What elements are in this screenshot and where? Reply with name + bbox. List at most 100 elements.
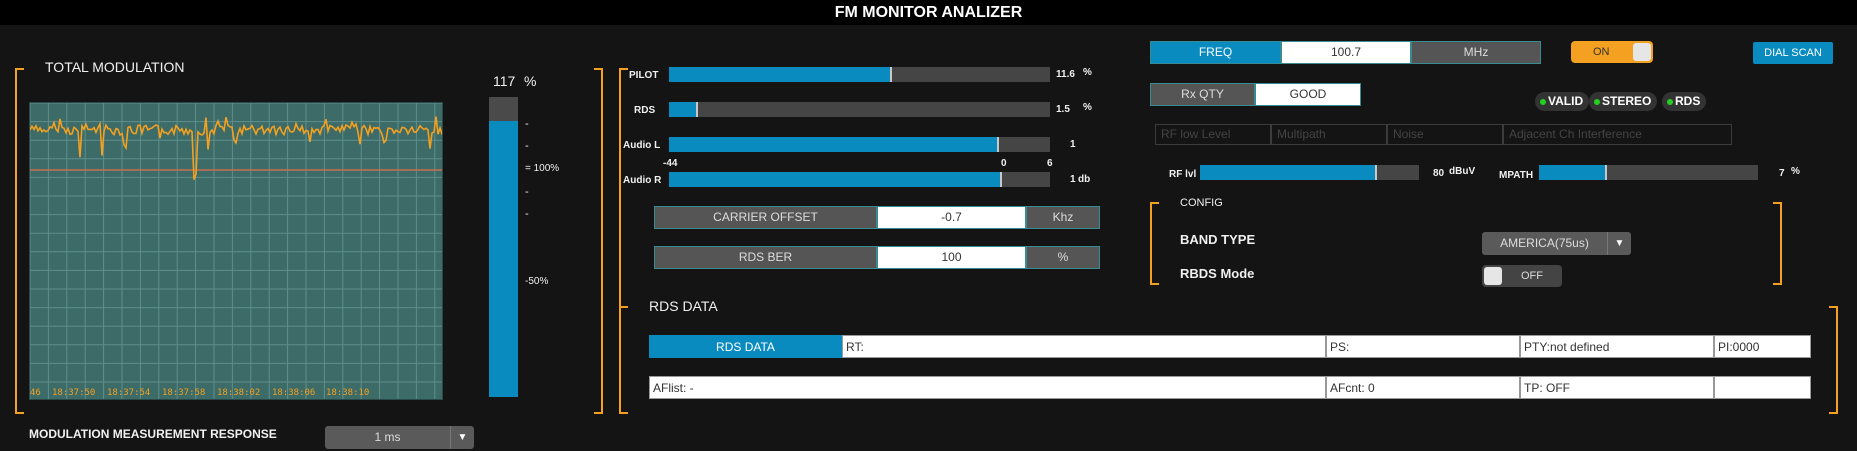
config-bracket-right <box>1773 202 1782 285</box>
interference-flag-1: Multipath <box>1271 124 1387 145</box>
modulation-response-label: MODULATION MEASUREMENT RESPONSE <box>29 427 277 441</box>
signal-bar-marker-pilot <box>889 67 892 82</box>
config-bracket-left <box>1150 202 1159 285</box>
modulation-chart-svg: 46 18:37:50 18:37:54 18:37:58 18:38:02 18:38:… <box>30 103 442 399</box>
rf-level-label: RF lvl <box>1169 169 1197 180</box>
meter-tick-3: - <box>525 186 529 198</box>
rds-bracket-right <box>1829 306 1838 414</box>
carrier-offset-value: -0.7 <box>877 206 1026 229</box>
power-toggle-knob[interactable] <box>1633 43 1651 61</box>
chart-time-label: 18:37:58 <box>162 388 205 398</box>
rf-level-unit: dBuV <box>1449 166 1476 177</box>
multipath-label: MPATH <box>1499 170 1534 181</box>
signal-label-audio-r: Audio R <box>623 175 662 186</box>
band-type-select[interactable]: AMERICA(75us) ▼ <box>1482 232 1631 255</box>
modulation-bracket-left <box>15 68 24 414</box>
meter-tick-4: - <box>525 208 529 220</box>
chart-time-label: 18:38:10 <box>326 388 369 398</box>
signal-unit-pilot: % <box>1083 67 1092 78</box>
signal-bar-marker-audio-r <box>1000 172 1003 187</box>
chart-time-label: 18:37:50 <box>52 388 95 398</box>
interference-flag-2: Noise <box>1387 124 1503 145</box>
rds-data-heading: RDS DATA <box>649 298 718 314</box>
chart-time-label: 46 <box>30 388 41 398</box>
power-toggle-label: ON <box>1593 46 1610 58</box>
signal-bar-fill-audio-l <box>669 137 997 152</box>
rds-ber-unit: % <box>1026 246 1100 269</box>
rf-level-bar-marker <box>1375 165 1378 180</box>
signal-unit-rds: % <box>1083 102 1092 113</box>
signal-bar-marker-rds <box>695 102 698 117</box>
rx-qty-label: Rx QTY <box>1150 83 1255 106</box>
status-dot-icon <box>1540 99 1546 105</box>
signal-bar-fill-rds <box>669 102 696 117</box>
rbds-mode-toggle-knob[interactable] <box>1484 267 1502 285</box>
rds-ps-field: PS: <box>1326 335 1520 358</box>
signal-value-audio-r: 1 <box>1070 174 1076 185</box>
meter-scale-50: -50% <box>525 276 549 287</box>
rbds-mode-value: OFF <box>1521 270 1543 282</box>
signal-bar-pilot <box>669 67 1050 82</box>
signal-bar-rds <box>669 102 1050 117</box>
config-heading: CONFIG <box>1180 197 1223 209</box>
modulation-unit: % <box>524 73 537 89</box>
chart-time-label: 18:38:06 <box>272 388 315 398</box>
modulation-response-select[interactable]: 1 ms ▼ <box>325 426 474 449</box>
rds-tp-field: TP: OFF <box>1520 376 1714 399</box>
rds-aflist-field: AFlist: - <box>649 376 1326 399</box>
carrier-offset-label: CARRIER OFFSET <box>654 206 877 229</box>
status-dot-icon <box>1667 99 1673 105</box>
status-pill-label: STEREO <box>1602 94 1652 108</box>
meter-tick-2: - <box>525 140 529 152</box>
rx-qty-value: GOOD <box>1255 83 1361 106</box>
signal-label-rds: RDS <box>634 105 656 116</box>
multipath-bar <box>1539 165 1758 180</box>
band-type-label: BAND TYPE <box>1180 232 1256 247</box>
rbds-mode-label: RBDS Mode <box>1180 266 1255 281</box>
freq-unit: MHz <box>1411 41 1541 64</box>
rf-level-bar-fill <box>1200 165 1376 180</box>
signal-value-audio-l: 1 <box>1070 139 1076 150</box>
meter-scale-100: = 100% <box>525 163 560 174</box>
modulation-chart: 46 18:37:50 18:37:54 18:37:58 18:38:02 18:38:… <box>29 102 443 400</box>
signal-bar-fill-pilot <box>669 67 890 82</box>
dial-scan-button[interactable]: DIAL SCAN <box>1753 42 1833 64</box>
signal-label-pilot: PILOT <box>629 70 659 81</box>
multipath-unit: % <box>1791 166 1800 177</box>
modulation-response-value: 1 ms <box>374 430 401 444</box>
rds-afcnt-field: AFcnt: 0 <box>1326 376 1520 399</box>
signal-bar-audio-r <box>669 172 1050 187</box>
status-pill-stereo: STEREO <box>1589 92 1658 111</box>
signal-value-pilot: 11.6 <box>1056 69 1075 80</box>
app-title: FM MONITOR ANALIZER <box>0 0 1857 25</box>
freq-label: FREQ <box>1150 41 1281 64</box>
freq-input[interactable]: 100.7 <box>1281 41 1411 64</box>
rds-data-tab[interactable]: RDS DATA <box>649 335 842 358</box>
signal-bar-fill-audio-r <box>669 172 1001 187</box>
signal-bar-audio-l <box>669 137 1050 152</box>
signal-unit-audio-r: db <box>1078 174 1091 185</box>
audio-scale-max: 6 <box>1047 158 1053 169</box>
interference-flag-3: Adjacent Ch Interference <box>1503 124 1732 145</box>
chart-time-label: 18:38:02 <box>217 388 260 398</box>
rds-ber-value: 100 <box>877 246 1026 269</box>
rds-ber-label: RDS BER <box>654 246 877 269</box>
status-pill-valid: VALID <box>1535 92 1590 111</box>
chevron-down-icon[interactable]: ▼ <box>1607 232 1631 255</box>
modulation-meter <box>489 97 518 397</box>
carrier-offset-unit: Khz <box>1026 206 1100 229</box>
modulation-value: 117 <box>493 73 516 89</box>
rf-level-bar <box>1200 165 1419 180</box>
modulation-bracket-right <box>594 68 603 414</box>
power-toggle[interactable]: ON <box>1571 41 1653 63</box>
multipath-value: 7 <box>1779 168 1785 179</box>
rbds-mode-toggle[interactable]: OFF <box>1482 265 1562 287</box>
rds-rt-field: RT: <box>842 335 1326 358</box>
interference-flag-0: RF low Level <box>1155 124 1271 145</box>
audio-scale-min: -44 <box>663 158 678 169</box>
audio-scale-zero: 0 <box>1001 158 1007 169</box>
signal-label-audio-l: Audio L <box>623 140 661 151</box>
rf-level-value: 80 <box>1433 168 1445 179</box>
chevron-down-icon[interactable]: ▼ <box>450 426 474 449</box>
meter-tick-1: - <box>525 118 529 130</box>
